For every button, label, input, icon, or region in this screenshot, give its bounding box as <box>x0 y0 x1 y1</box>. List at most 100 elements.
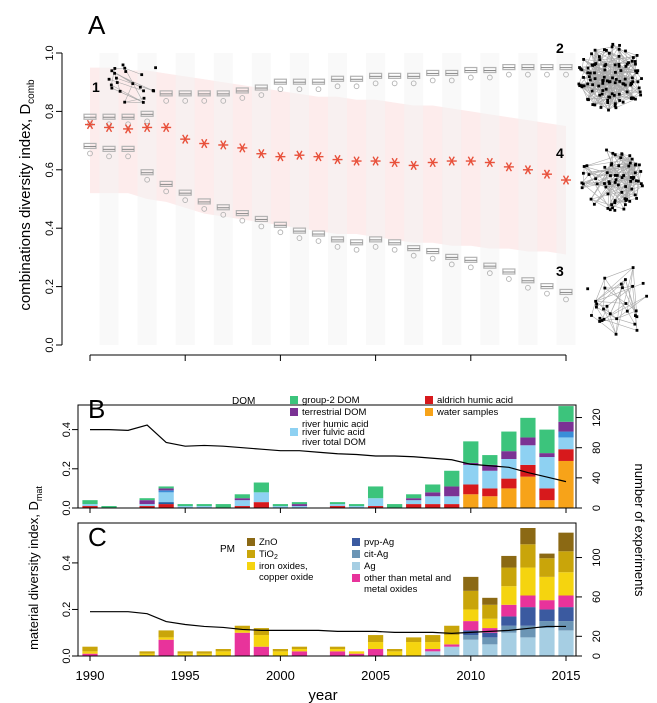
network-node <box>635 54 639 57</box>
network-edge <box>599 57 634 60</box>
network-node <box>581 182 585 186</box>
network-edge <box>606 286 633 307</box>
legend-swatch <box>352 562 360 570</box>
network-edge <box>586 154 623 166</box>
network-node <box>629 176 633 179</box>
bar-segment <box>272 504 289 507</box>
network-node <box>624 199 628 202</box>
network-node <box>619 156 623 160</box>
outlier-marker <box>410 80 417 87</box>
bar-segment <box>272 649 289 652</box>
network-node <box>603 48 606 52</box>
bar-segment <box>139 500 155 505</box>
bar-segment <box>329 502 346 505</box>
bar-segment <box>234 630 250 633</box>
bar-segment <box>539 576 555 601</box>
network-node <box>622 207 626 211</box>
network-node <box>602 307 605 311</box>
bar-segment <box>196 653 212 656</box>
network-node <box>604 87 608 91</box>
network-node <box>582 84 586 88</box>
star-marker <box>427 157 438 168</box>
star-marker <box>180 134 191 144</box>
network-node <box>615 317 619 321</box>
x-axis-a <box>89 354 567 361</box>
network-node <box>619 69 623 72</box>
network-node <box>595 302 599 306</box>
network-edge <box>581 174 590 184</box>
legend-swatch <box>247 562 255 570</box>
year-shade <box>251 53 271 345</box>
bar-segment <box>158 486 174 489</box>
bar-segment <box>520 445 536 465</box>
bar-segment <box>558 572 574 596</box>
network-node <box>118 89 122 93</box>
network-node <box>617 64 621 68</box>
network-edge <box>124 97 145 103</box>
outlier-marker <box>182 98 189 104</box>
network-node <box>612 93 616 97</box>
legend-title-pm: PM <box>220 544 235 555</box>
network-node <box>623 83 627 87</box>
bar-segment <box>520 637 536 656</box>
network-edge <box>606 149 631 164</box>
network-node <box>610 45 614 49</box>
network-node <box>580 85 584 89</box>
outlier-marker <box>144 176 150 183</box>
network-node <box>142 96 146 100</box>
legend-swatch <box>247 538 255 546</box>
network-edge <box>612 83 632 95</box>
network-node <box>618 99 622 102</box>
bar-segment <box>539 600 555 610</box>
star-marker <box>503 162 514 172</box>
network-node <box>620 190 624 194</box>
network-node <box>123 66 127 70</box>
bar-segment <box>253 492 269 503</box>
network-edge <box>619 57 634 95</box>
outlier-marker <box>391 246 398 253</box>
network-node <box>630 157 634 161</box>
network-node <box>628 154 632 158</box>
outlier-marker <box>258 92 265 98</box>
network-node <box>603 68 607 72</box>
network-node <box>631 80 635 84</box>
network-node <box>613 208 617 212</box>
outlier-marker <box>353 246 360 253</box>
network-edge <box>604 172 608 184</box>
network-node <box>605 79 609 83</box>
x-tick-label: 1990 <box>76 668 105 683</box>
network-node <box>631 177 635 181</box>
network-node <box>124 70 128 73</box>
network-node <box>636 179 640 183</box>
x-tick-label: 2005 <box>361 668 390 683</box>
star-stroke <box>144 122 151 133</box>
network-edge <box>124 67 142 75</box>
network-node <box>617 92 621 96</box>
network-node <box>580 181 584 185</box>
network-node <box>577 82 581 86</box>
bar-segment <box>158 639 174 656</box>
star-marker <box>275 151 286 162</box>
bar-segment <box>425 496 441 505</box>
bar-segment <box>425 484 441 493</box>
network-node <box>614 106 618 110</box>
x-tick-label: 1995 <box>171 668 200 683</box>
network-edge <box>605 64 638 71</box>
legend-label: other than metal and <box>364 573 451 584</box>
network-edge <box>616 310 637 319</box>
network-node <box>616 183 620 187</box>
outlier-marker <box>334 83 341 90</box>
network-node <box>625 90 629 94</box>
experiments-axis-label: number of experiments <box>632 464 647 597</box>
bar-segment <box>101 506 117 508</box>
network-node <box>609 163 613 167</box>
star-stroke <box>182 134 189 144</box>
star-marker <box>218 140 229 150</box>
bar-segment <box>158 637 174 640</box>
year-shade <box>480 53 500 345</box>
network-node <box>613 181 617 184</box>
bar-segment <box>253 635 269 647</box>
star-marker <box>522 165 533 175</box>
network-node <box>624 185 627 188</box>
